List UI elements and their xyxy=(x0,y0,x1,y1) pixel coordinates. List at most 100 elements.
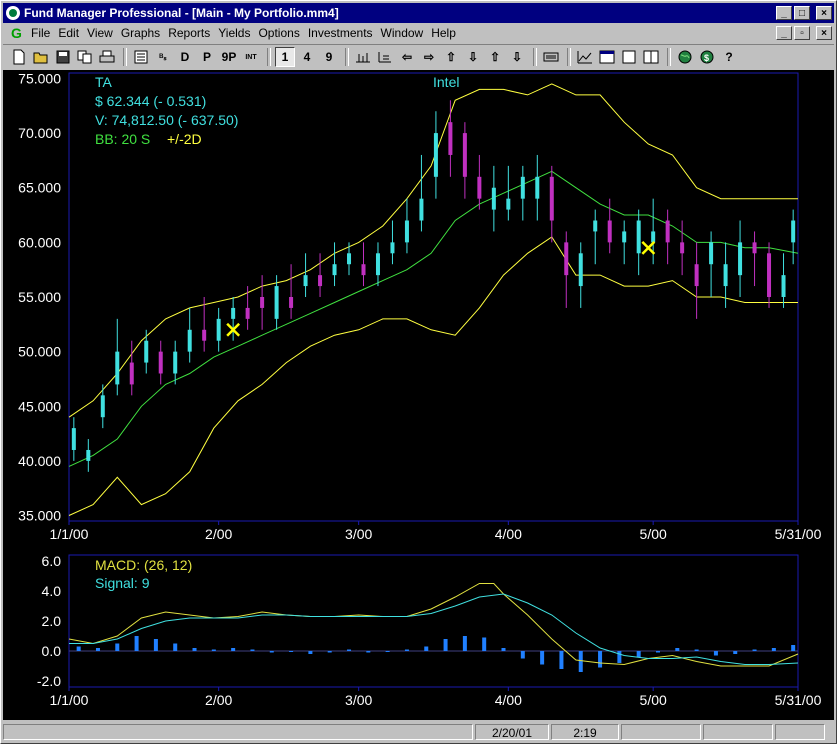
legend-price: $ 62.344 (- 0.531) xyxy=(95,93,206,109)
arrow-up-alt-icon[interactable]: ⇧ xyxy=(489,50,501,64)
arrow-right-icon[interactable]: ⇨ xyxy=(423,50,435,64)
period-4-button[interactable]: 4 xyxy=(303,50,311,64)
new-file-icon[interactable] xyxy=(9,47,29,67)
menu-file[interactable]: File xyxy=(31,26,51,40)
macd-histogram-bar xyxy=(578,651,583,672)
candle-body xyxy=(767,253,772,297)
price-x-tick-label: 5/00 xyxy=(640,526,667,542)
candle-body xyxy=(622,231,627,243)
macd-histogram-bar xyxy=(520,651,525,659)
zoom-horizontal-icon[interactable] xyxy=(353,47,373,67)
macd-plot-frame xyxy=(68,554,799,688)
window-split-icon[interactable] xyxy=(641,47,661,67)
zoom-vertical-icon[interactable] xyxy=(375,47,395,67)
mdi-restore-button[interactable]: ▫ xyxy=(794,26,810,40)
menu-help[interactable]: Help xyxy=(431,26,456,40)
macd-histogram-bar xyxy=(115,643,120,651)
candle-body xyxy=(289,297,294,308)
macd-y-tick-label: 2.0 xyxy=(42,613,62,629)
period-9-button[interactable]: 9 xyxy=(325,50,333,64)
macd-histogram-bar xyxy=(385,651,390,652)
status-message-pane xyxy=(3,724,473,740)
price-chart-svg: 75.000 70.000 65.000 60.000 55.000 50.000 45.0… xyxy=(18,70,822,708)
candle-body xyxy=(694,264,699,287)
menu-reports[interactable]: Reports xyxy=(168,26,211,40)
help-icon[interactable]: ? xyxy=(725,50,733,64)
price-y-tick-label: 35.000 xyxy=(18,508,61,524)
app-logo-icon[interactable]: G xyxy=(11,25,22,41)
candle-body xyxy=(564,242,569,276)
macd-x-tick-label: 5/31/00 xyxy=(775,692,822,708)
save-icon[interactable] xyxy=(53,47,73,67)
menu-yields[interactable]: Yields xyxy=(218,26,251,40)
tool-d[interactable]: D xyxy=(180,50,190,64)
legend-macd: MACD: (26, 12) xyxy=(95,557,192,573)
svg-text:$: $ xyxy=(704,53,709,63)
arrow-up-icon[interactable]: ⇧ xyxy=(445,50,457,64)
period-1-button[interactable]: 1 xyxy=(275,47,295,67)
macd-histogram-bar xyxy=(173,643,178,651)
macd-histogram-bar xyxy=(134,636,139,651)
maximize-button[interactable]: □ xyxy=(794,6,810,20)
signal-marker xyxy=(641,240,656,255)
copy-icon[interactable] xyxy=(75,47,95,67)
line-chart-icon[interactable] xyxy=(575,47,595,67)
macd-histogram-bar xyxy=(617,651,622,663)
arrow-down-alt-icon[interactable]: ⇩ xyxy=(511,50,523,64)
tool-9p[interactable]: 9P xyxy=(221,50,237,64)
calculator-icon[interactable] xyxy=(131,47,151,67)
close-button[interactable]: × xyxy=(816,6,832,20)
mdi-minimize-button[interactable]: _ xyxy=(776,26,792,40)
menu-edit[interactable]: Edit xyxy=(58,26,80,40)
macd-x-tick-label: 2/00 xyxy=(205,692,232,708)
macd-histogram-bar xyxy=(655,651,660,653)
candle-body xyxy=(462,133,467,177)
menu-investments[interactable]: Investments xyxy=(307,26,373,40)
menu-graphs[interactable]: Graphs xyxy=(120,26,161,40)
print-icon[interactable] xyxy=(97,47,117,67)
candle-body xyxy=(115,351,120,385)
legend-deviation: +/-2D xyxy=(167,131,202,147)
macd-histogram-bar xyxy=(153,639,158,651)
macd-histogram-bar xyxy=(598,651,603,668)
price-y-tick-label: 70.000 xyxy=(18,125,61,141)
open-folder-icon[interactable] xyxy=(31,47,51,67)
macd-x-tick-label: 3/00 xyxy=(345,692,372,708)
candle-body xyxy=(433,133,438,177)
candle-body xyxy=(791,220,796,243)
candle-body xyxy=(187,329,192,352)
candle-body xyxy=(404,220,409,243)
macd-y-tick-label: 6.0 xyxy=(42,553,62,569)
minimize-button[interactable]: _ xyxy=(776,6,792,20)
status-pane-6 xyxy=(775,724,825,740)
arrow-down-icon[interactable]: ⇩ xyxy=(467,50,479,64)
keyboard-icon[interactable] xyxy=(541,47,561,67)
chart-window-icon[interactable] xyxy=(597,47,617,67)
candle-body xyxy=(549,176,554,221)
buy-sell-icon[interactable]: ᴮₛ xyxy=(159,51,167,62)
blank-page-icon[interactable] xyxy=(619,47,639,67)
tool-int[interactable]: INT xyxy=(245,53,257,61)
price-plot-frame xyxy=(68,72,799,522)
macd-y-tick-label: -2.0 xyxy=(37,673,61,689)
menu-view[interactable]: View xyxy=(87,26,113,40)
menu-window[interactable]: Window xyxy=(380,26,424,40)
mdi-close-button[interactable]: × xyxy=(816,26,832,40)
candle-body xyxy=(86,449,91,461)
candle-body xyxy=(347,253,352,265)
macd-histogram-bar xyxy=(636,651,641,657)
candle-body xyxy=(158,351,163,374)
macd-histogram-bar xyxy=(366,651,371,653)
menu-options[interactable]: Options xyxy=(258,26,300,40)
macd-histogram-bar xyxy=(404,649,409,651)
legend-signal: Signal: 9 xyxy=(95,575,150,591)
globe-dollar-icon[interactable]: $ xyxy=(697,47,717,67)
macd-histogram-bar xyxy=(559,651,564,669)
arrow-left-icon[interactable]: ⇦ xyxy=(401,50,413,64)
toolbar-separator xyxy=(667,48,671,66)
candle-body xyxy=(332,264,337,276)
macd-histogram-bar xyxy=(675,648,680,651)
app-icon[interactable] xyxy=(6,6,20,20)
tool-p[interactable]: P xyxy=(202,50,211,64)
globe-icon[interactable] xyxy=(675,47,695,67)
